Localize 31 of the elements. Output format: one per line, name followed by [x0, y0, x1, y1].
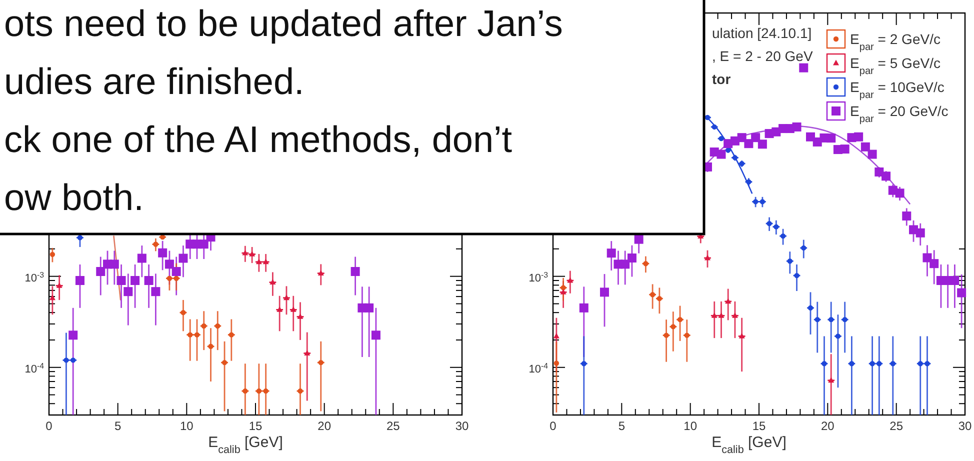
annotation: ow both.	[4, 177, 144, 218]
x-tick-label: 0	[46, 419, 53, 433]
x-tick-label: 25	[890, 419, 904, 433]
annotation: ulation [24.10.1]	[712, 25, 812, 41]
x-tick-label: 30	[958, 419, 972, 433]
y-tick-label: 10$^{-4}$	[24, 360, 45, 376]
x-axis-title: E$_{calib}$ [GeV]	[712, 434, 786, 456]
legend-label: E$_{par}$ = 5 GeV/c	[850, 55, 940, 76]
y-tick-label: 10$^{-3}$	[24, 270, 45, 284]
y-tick-label: 10$^{-3}$	[528, 270, 549, 284]
legend-label: E$_{par}$ = 2 GeV/c	[850, 31, 940, 52]
y-tick-label: 10$^{-4}$	[528, 360, 549, 376]
x-tick-label: 0	[550, 419, 557, 433]
annotation: tor	[712, 71, 732, 87]
x-tick-label: 15	[752, 419, 766, 433]
x-tick-label: 5	[114, 419, 122, 433]
x-tick-label: 30	[455, 419, 469, 433]
annotation: udies are finished.	[4, 61, 304, 102]
x-tick-label: 15	[248, 419, 262, 433]
x-tick-label: 20	[820, 419, 835, 433]
annotation: ots need to be updated after Jan’s	[4, 3, 563, 44]
legend-label: E$_{par}$ = 10GeV/c	[850, 79, 944, 100]
x-tick-label: 25	[386, 419, 400, 433]
x-tick-label: 10	[684, 419, 698, 433]
x-tick-label: 5	[618, 419, 626, 433]
x-axis-title: E$_{calib}$ [GeV]	[208, 434, 283, 456]
annotation: ck one of the AI methods, don’t	[4, 119, 513, 160]
annotation: , E = 2 - 20 GeV	[712, 48, 814, 64]
x-tick-label: 20	[318, 419, 332, 433]
x-tick-label: 10	[180, 419, 194, 433]
legend-label: E$_{par}$ = 20 GeV/c	[850, 103, 948, 124]
